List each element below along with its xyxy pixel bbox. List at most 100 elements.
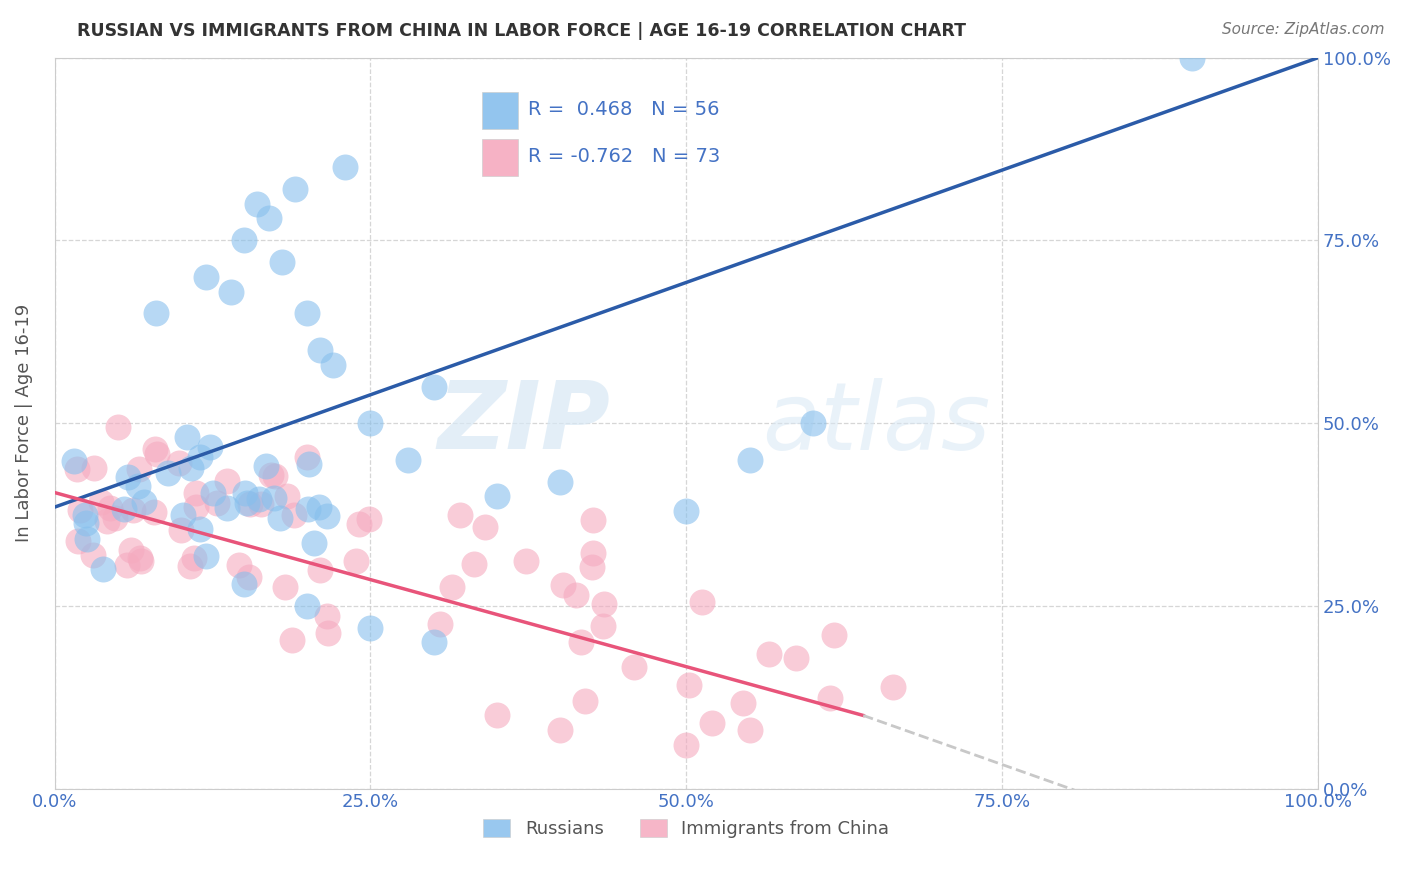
Point [284,182,307,196]
Point [359,512,381,526]
Point [785,651,807,665]
Point [263,491,285,505]
Point [120,542,142,557]
Point [198,440,221,454]
Point [233,233,256,247]
Point [96,514,118,528]
Point [569,635,592,649]
Point [309,564,332,578]
Point [233,577,256,591]
Point [316,609,339,624]
Point [440,580,463,594]
Point [582,546,605,560]
Point [422,635,444,649]
Point [90,495,112,509]
Point [122,503,145,517]
Point [128,462,150,476]
Point [359,416,381,430]
Point [98,500,121,515]
Point [250,497,273,511]
Point [396,452,419,467]
Text: RUSSIAN VS IMMIGRANTS FROM CHINA IN LABOR FORCE | AGE 16-19 CORRELATION CHART: RUSSIAN VS IMMIGRANTS FROM CHINA IN LABO… [77,22,966,40]
Point [127,478,149,492]
Point [195,269,218,284]
Point [167,456,190,470]
Point [170,523,193,537]
Point [308,500,330,514]
Point [304,536,326,550]
Point [297,599,319,613]
Point [91,562,114,576]
Point [581,560,603,574]
Point [315,508,337,523]
Point [818,691,841,706]
Point [66,462,89,476]
Point [73,508,96,523]
Point [188,450,211,464]
Point [449,508,471,522]
Point [269,510,291,524]
Point [67,533,90,548]
Point [271,255,294,269]
Point [738,723,761,737]
Point [297,501,319,516]
Point [322,358,344,372]
Point [112,502,135,516]
Point [623,660,645,674]
Point [247,492,270,507]
Point [264,468,287,483]
Point [276,489,298,503]
Point [215,500,238,515]
Point [548,475,571,489]
Point [228,558,250,572]
Point [281,633,304,648]
Point [246,197,269,211]
Point [107,419,129,434]
Y-axis label: In Labor Force | Age 16-19: In Labor Force | Age 16-19 [15,304,32,542]
Point [83,460,105,475]
Point [592,618,614,632]
Point [143,442,166,456]
Point [195,549,218,563]
Point [675,504,697,518]
Point [260,468,283,483]
Point [215,474,238,488]
Point [297,457,319,471]
Point [731,696,754,710]
Point [485,708,508,723]
Point [254,458,277,473]
Point [592,597,614,611]
Point [283,508,305,522]
Point [690,595,713,609]
Point [143,505,166,519]
Point [565,588,588,602]
Point [333,161,356,175]
Point [574,694,596,708]
Point [233,485,256,500]
Point [186,486,208,500]
Point [553,577,575,591]
Point [429,617,451,632]
Point [344,554,367,568]
Point [359,621,381,635]
Point [188,522,211,536]
Point [273,580,295,594]
Point [238,570,260,584]
Point [180,460,202,475]
Point [1181,51,1204,65]
Point [700,715,723,730]
Point [678,678,700,692]
Point [186,500,208,515]
Point [801,416,824,430]
Point [316,626,339,640]
Point [347,516,370,531]
Point [129,554,152,568]
Point [179,558,201,573]
Point [239,497,262,511]
Point [132,495,155,509]
Legend: Russians, Immigrants from China: Russians, Immigrants from China [477,812,897,846]
Point [882,680,904,694]
Point [115,558,138,572]
Point [69,503,91,517]
Point [675,738,697,752]
